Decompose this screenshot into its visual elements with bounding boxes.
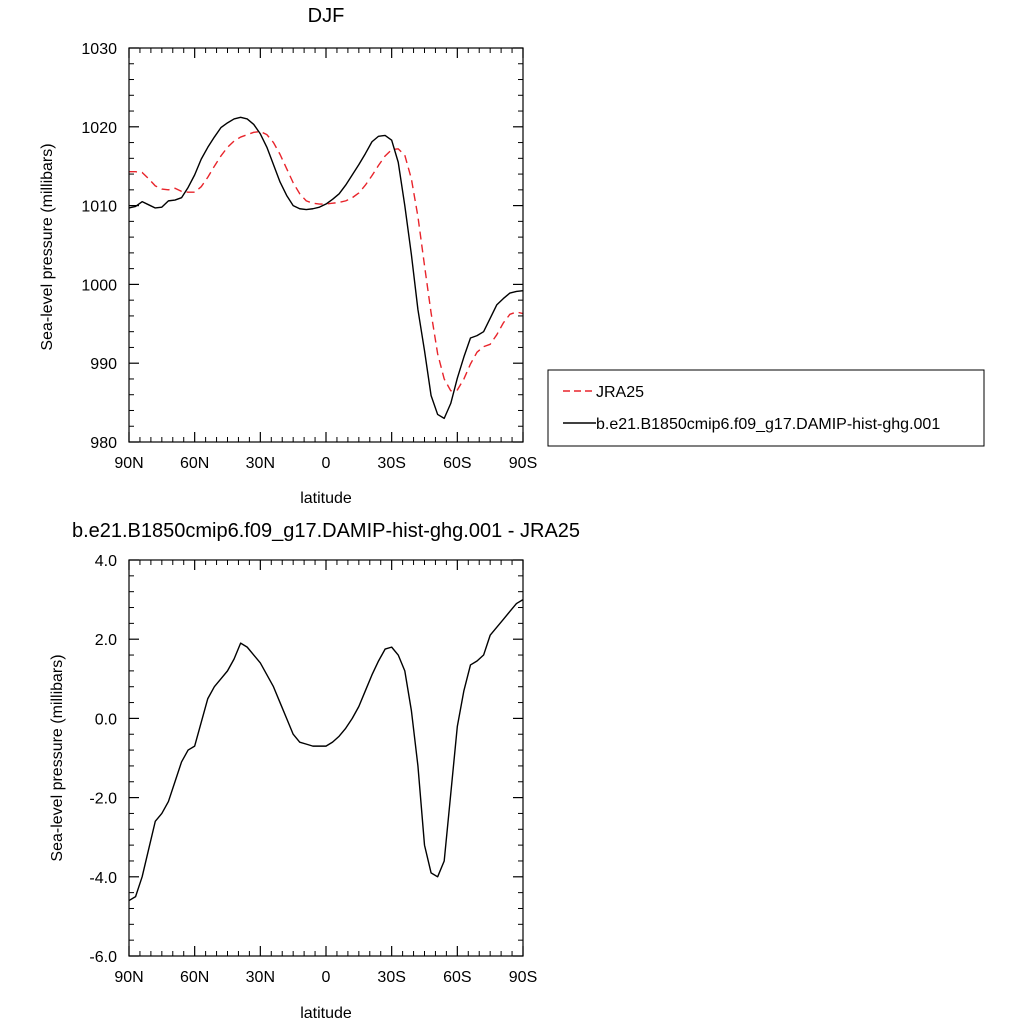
y-tick-label: -4.0: [89, 870, 117, 887]
x-tick-label: 30N: [246, 455, 275, 472]
top-series-line-1: [128, 116, 524, 420]
y-tick-label: 4.0: [95, 553, 117, 570]
bottom-chart-title: b.e21.B1850cmip6.f09_g17.DAMIP-hist-ghg.…: [72, 520, 580, 542]
x-tick-label: 30N: [246, 969, 275, 986]
y-tick-label: 1020: [81, 120, 117, 137]
y-tick-label: 990: [90, 356, 117, 373]
legend-label-jra25: JRA25: [596, 384, 644, 401]
bottom-chart-panel: b.e21.B1850cmip6.f09_g17.DAMIP-hist-ghg.…: [49, 520, 580, 1022]
x-tick-label: 60N: [180, 455, 209, 472]
legend-label-model: b.e21.B1850cmip6.f09_g17.DAMIP-hist-ghg.…: [596, 416, 940, 433]
x-tick-label: 30S: [377, 969, 405, 986]
x-tick-label: 90S: [509, 455, 537, 472]
bottom-series-line-0: [128, 599, 524, 902]
bottom-chart-plot-area: 90N 60N 30N 0 30S 60S 90S -6.0 -4.0 -2.0 0.0 2.0 4.0: [89, 553, 537, 986]
x-tick-label: 0: [322, 455, 331, 472]
bottom-chart-y-axis-label: Sea-level pressure (millibars): [49, 654, 66, 861]
y-tick-label: 0.0: [95, 711, 117, 728]
bottom-chart-x-axis-label: latitude: [300, 1005, 352, 1022]
y-tick-label: 2.0: [95, 632, 117, 649]
x-tick-label: 60S: [443, 969, 471, 986]
y-tick-label: 1030: [81, 41, 117, 58]
y-tick-label: 980: [90, 435, 117, 452]
legend: JRA25 b.e21.B1850cmip6.f09_g17.DAMIP-his…: [547, 369, 985, 447]
y-tick-label: -6.0: [89, 949, 117, 966]
bottom-chart-frame: [128, 559, 524, 957]
legend-box: [547, 369, 985, 447]
x-tick-label: 0: [322, 969, 331, 986]
x-tick-label: 60N: [180, 969, 209, 986]
y-tick-label: 1010: [81, 199, 117, 216]
top-chart-plot-area: 90N 60N 30N 0 30S 60S 90S 980 990 1000 1010 1020 103…: [81, 41, 537, 472]
top-series-line-0: [129, 130, 524, 392]
top-chart-title: DJF: [308, 5, 345, 27]
top-chart-panel: DJF Sea-level pressure (millibars) latit…: [39, 5, 537, 507]
x-tick-label: 60S: [443, 455, 471, 472]
x-tick-label: 30S: [377, 455, 405, 472]
y-tick-label: 1000: [81, 277, 117, 294]
top-chart-frame: [128, 47, 524, 443]
top-chart-x-axis-label: latitude: [300, 490, 352, 507]
x-tick-label: 90N: [114, 969, 143, 986]
x-tick-label: 90S: [509, 969, 537, 986]
top-chart-y-axis-label: Sea-level pressure (millibars): [39, 143, 56, 350]
x-tick-label: 90N: [114, 455, 143, 472]
y-tick-label: -2.0: [89, 791, 117, 808]
